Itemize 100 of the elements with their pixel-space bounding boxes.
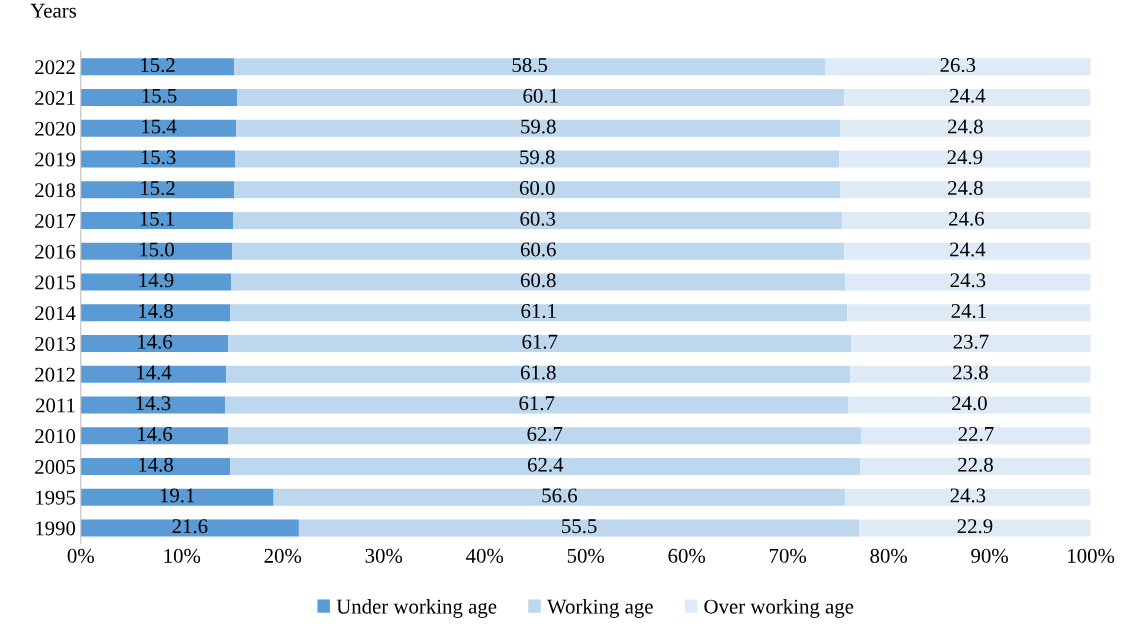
bar [232, 242, 845, 260]
bar [840, 181, 1091, 199]
data-label: 23.8 [953, 365, 988, 380]
data-label: 60.8 [520, 273, 556, 288]
bar [845, 488, 1091, 506]
y-tick-label: 2011 [35, 398, 75, 413]
x-tick-label: 80% [870, 548, 908, 563]
data-label: 14.8 [139, 457, 173, 472]
bar [225, 396, 849, 414]
y-tick-label: 2022 [35, 60, 75, 75]
x-tick-label: 40% [466, 548, 504, 563]
data-label: 24.4 [950, 242, 986, 257]
bar [80, 365, 227, 383]
bar [839, 150, 1091, 168]
data-label: 24.4 [950, 88, 986, 103]
bar [80, 58, 235, 76]
bar [226, 365, 851, 383]
data-label: 24.8 [948, 119, 983, 134]
x-tick-label: 30% [365, 548, 403, 563]
x-tick-label: 60% [668, 548, 706, 563]
bar [228, 335, 852, 352]
data-label: 56.6 [542, 488, 578, 503]
bar [842, 212, 1091, 229]
y-tick-label: 1995 [36, 490, 76, 505]
data-label: 14.3 [136, 396, 171, 411]
data-label: 15.4 [142, 119, 177, 134]
data-label: 24.9 [947, 150, 983, 165]
bar [231, 273, 846, 291]
data-label: 61.8 [520, 365, 556, 380]
bar [861, 427, 1091, 445]
bar [298, 519, 860, 537]
data-label: 15.0 [140, 242, 174, 257]
bar [848, 396, 1091, 414]
x-tick-label: 70% [769, 548, 807, 563]
bar [80, 458, 231, 475]
bar [80, 212, 234, 229]
bar [860, 458, 1091, 475]
data-label: 22.8 [958, 457, 993, 472]
data-label: 24.1 [951, 303, 986, 319]
bar [847, 304, 1091, 322]
bar [228, 427, 862, 445]
bar [273, 488, 846, 506]
data-label: 22.7 [958, 426, 994, 442]
bar [233, 212, 843, 229]
y-tick-label: 2018 [35, 183, 76, 198]
data-label: 60.0 [519, 180, 555, 196]
data-label: 62.7 [527, 426, 563, 442]
y-tick-label: 2012 [35, 367, 75, 382]
legend-label: Over working age [704, 598, 854, 618]
bar [844, 89, 1091, 107]
data-label: 60.6 [520, 242, 556, 257]
data-label: 24.0 [952, 396, 987, 411]
bar [80, 396, 226, 414]
data-label: 26.3 [940, 58, 976, 73]
y-tick-label: 2016 [35, 244, 76, 259]
data-label: 58.5 [512, 57, 548, 73]
bar [80, 242, 233, 260]
data-label: 59.8 [520, 150, 555, 165]
bar [844, 242, 1091, 260]
bar [80, 427, 229, 445]
bar [80, 273, 232, 291]
y-tick-label: 2015 [35, 275, 76, 290]
bar [230, 304, 848, 322]
bar [80, 304, 231, 322]
data-label: 55.5 [562, 519, 597, 534]
bar [850, 365, 1091, 383]
y-tick-label: 2020 [35, 121, 76, 136]
bar [859, 519, 1091, 537]
x-tick-label: 100% [1068, 548, 1115, 563]
data-label: 22.9 [957, 519, 993, 534]
bar [825, 58, 1091, 76]
data-label: 15.2 [141, 58, 175, 73]
bar [840, 119, 1091, 137]
data-label: 60.1 [523, 88, 558, 103]
bar [230, 458, 861, 475]
bar [845, 273, 1091, 291]
data-label: 15.1 [140, 211, 174, 226]
x-tick-label: 20% [264, 548, 302, 563]
data-label: 60.3 [520, 211, 556, 226]
bar [234, 58, 826, 76]
bar [80, 335, 229, 352]
bar [80, 519, 299, 537]
data-label: 15.5 [142, 88, 177, 103]
y-tick-label: 2005 [35, 459, 76, 474]
data-label: 14.6 [138, 426, 173, 442]
data-label: 61.7 [519, 396, 555, 411]
data-label: 15.2 [141, 181, 175, 196]
bar [235, 150, 840, 168]
x-tick-label: 90% [971, 548, 1008, 563]
bar [80, 488, 274, 506]
bar [234, 181, 841, 199]
x-tick-label: 10% [164, 548, 201, 563]
data-label: 61.1 [521, 303, 556, 319]
y-axis-title: Years [30, 3, 77, 18]
y-tick-label: 2019 [35, 152, 76, 167]
data-label: 59.8 [521, 119, 556, 134]
data-label: 24.3 [950, 488, 986, 503]
y-tick-label: 2013 [35, 336, 76, 351]
data-label: 14.4 [137, 365, 172, 380]
data-label: 15.3 [141, 150, 176, 165]
